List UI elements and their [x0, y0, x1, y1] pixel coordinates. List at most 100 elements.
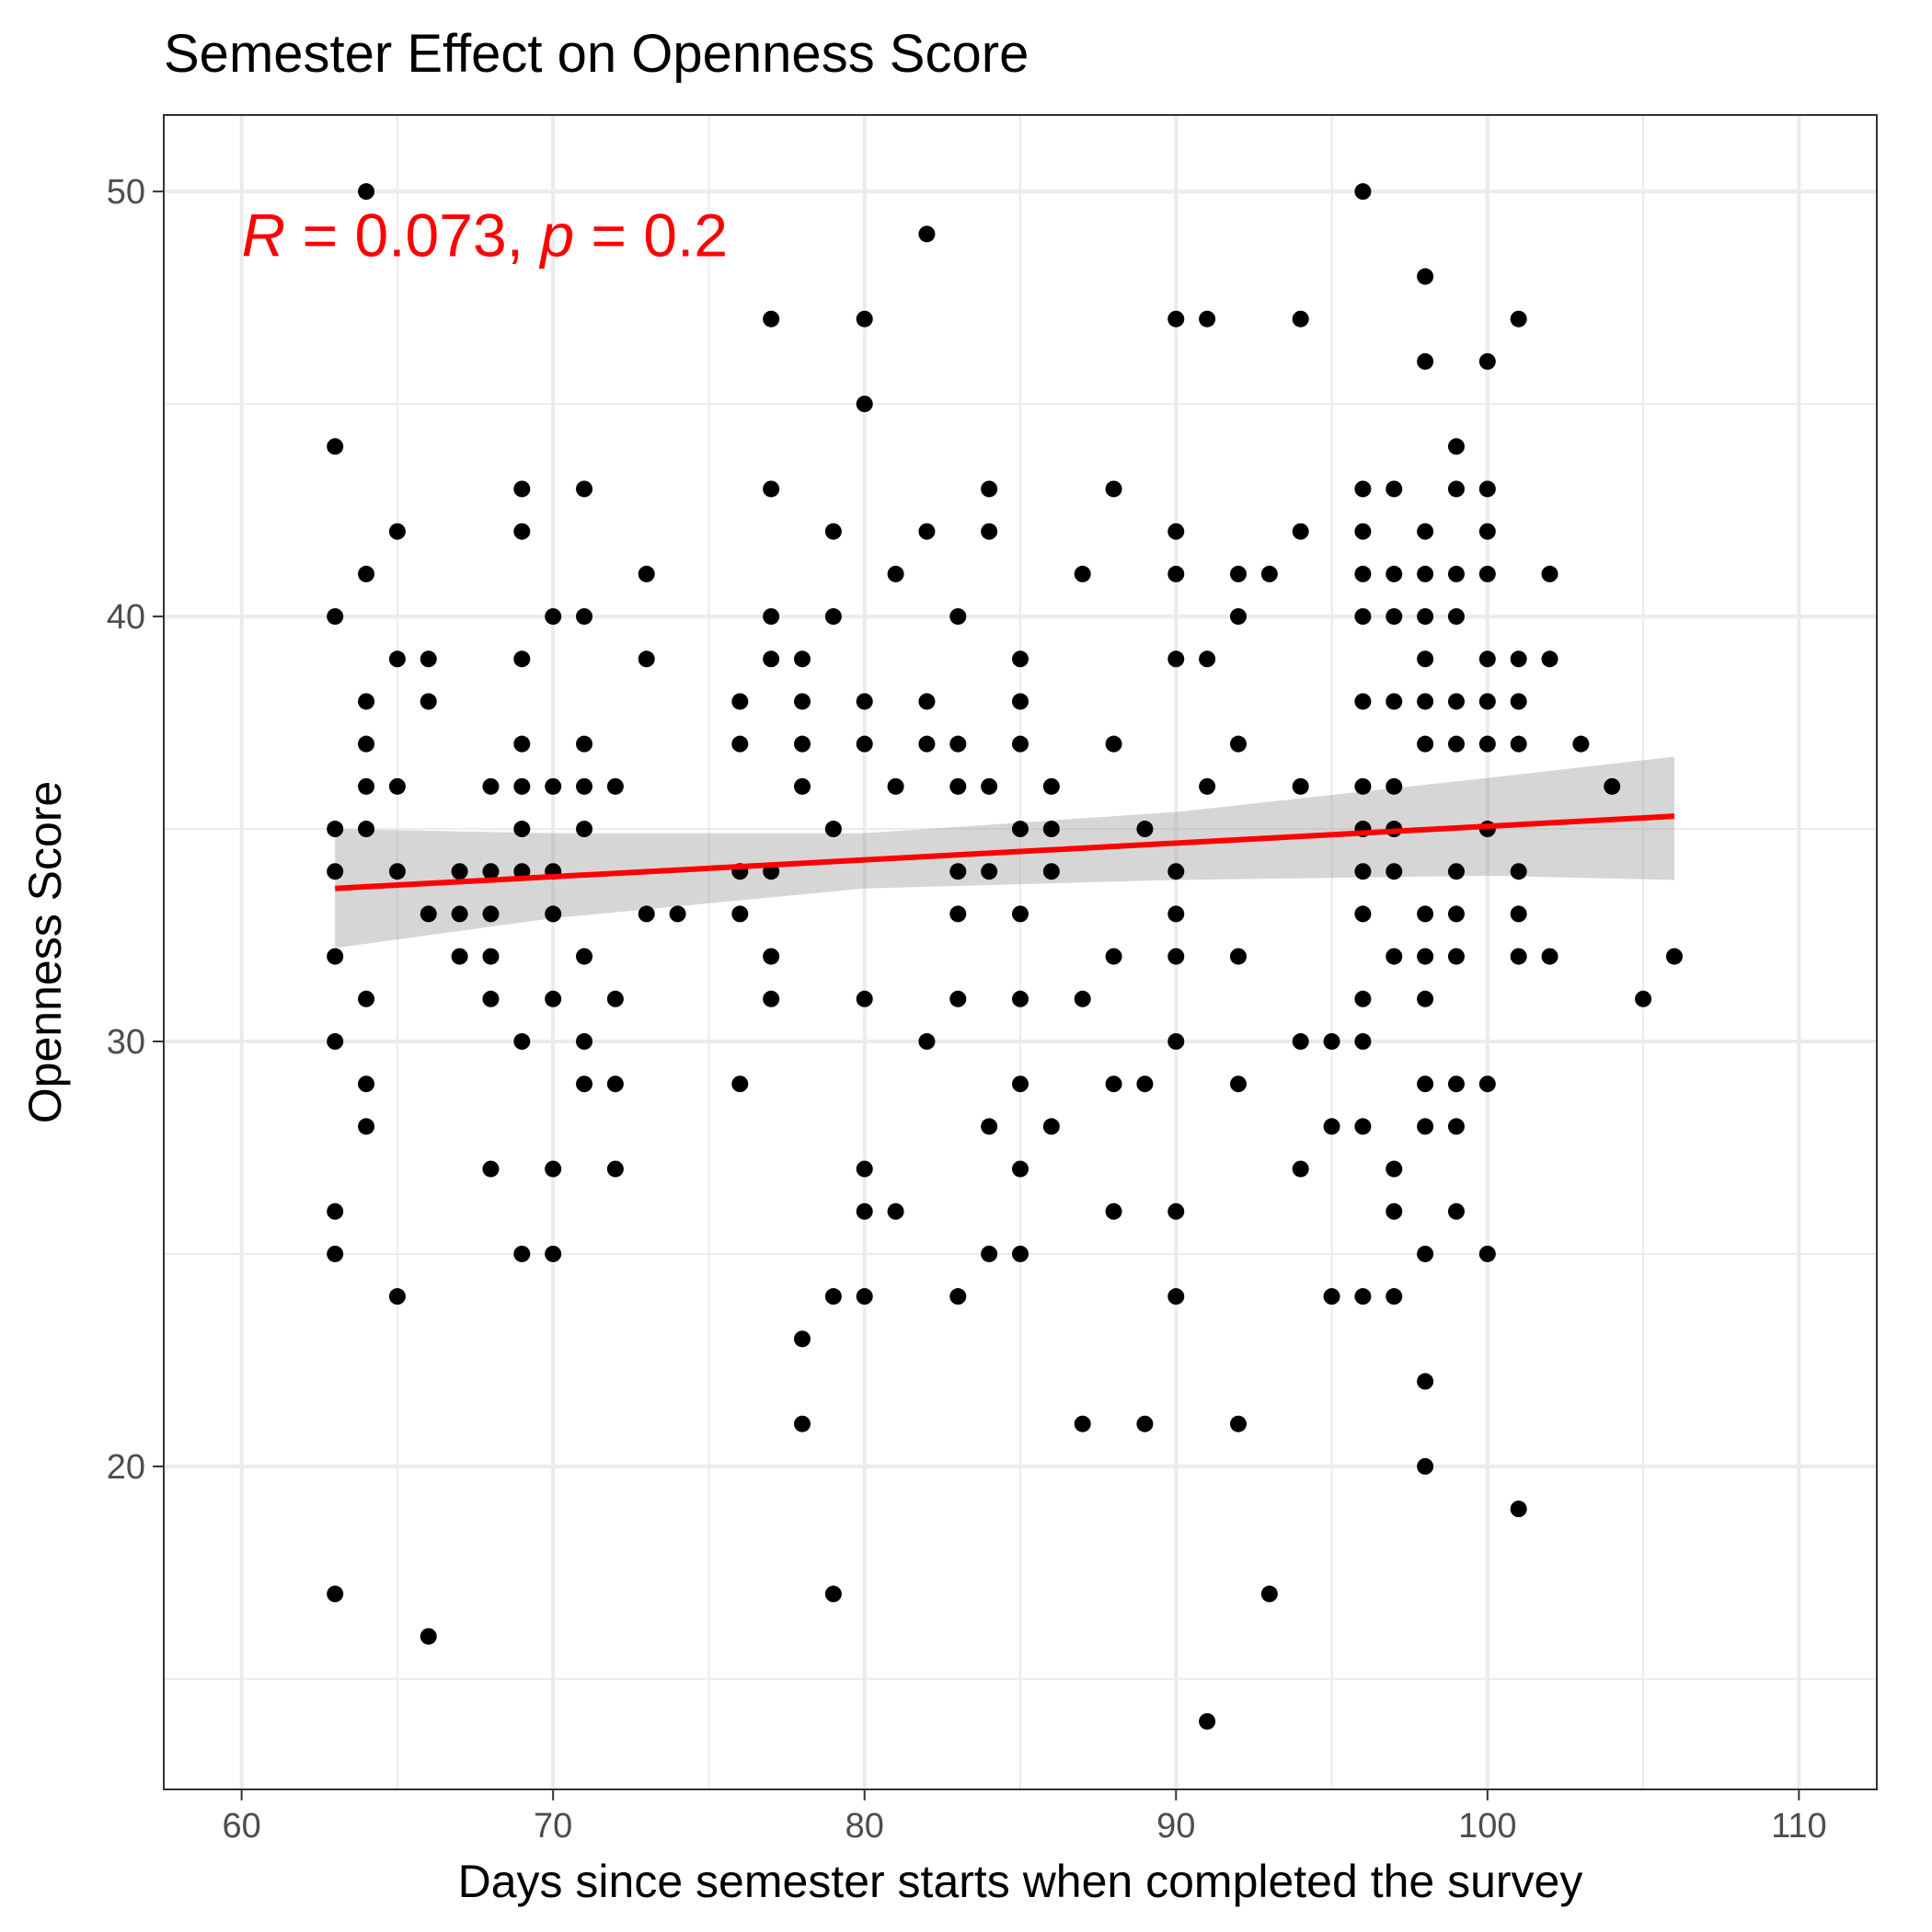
data-point	[388, 1288, 406, 1305]
annotation-p-value: = 0.2	[574, 201, 728, 269]
data-point	[1229, 735, 1247, 753]
x-tick-label: 80	[845, 1807, 884, 1846]
data-point	[1478, 735, 1496, 753]
data-point	[949, 905, 967, 923]
data-point	[949, 863, 967, 880]
data-point	[949, 1288, 967, 1305]
regression-line-layer	[335, 813, 1675, 891]
data-point	[482, 990, 500, 1007]
data-point	[1354, 608, 1372, 626]
data-point	[1447, 438, 1465, 455]
data-point	[731, 693, 749, 710]
data-point	[1386, 565, 1403, 582]
data-point	[1417, 268, 1434, 285]
data-point	[1417, 1373, 1434, 1390]
data-point	[1229, 1075, 1247, 1093]
data-point	[1417, 735, 1434, 753]
data-point	[1167, 523, 1185, 540]
data-point	[1199, 1713, 1216, 1731]
data-point	[1167, 310, 1185, 328]
data-point	[731, 1075, 749, 1093]
data-point	[420, 905, 437, 923]
data-point	[420, 650, 437, 668]
data-point	[327, 608, 344, 626]
y-tick-label: 50	[107, 173, 145, 212]
data-point	[1604, 777, 1621, 795]
data-point	[763, 990, 780, 1007]
data-point	[1447, 480, 1465, 498]
data-point	[327, 821, 344, 838]
data-point	[482, 948, 500, 965]
x-tick-label: 60	[222, 1807, 260, 1846]
data-point	[1012, 1075, 1029, 1093]
data-point	[856, 990, 873, 1007]
data-point	[482, 777, 500, 795]
data-point	[327, 438, 344, 455]
data-point	[1012, 650, 1029, 668]
data-point	[1323, 1288, 1340, 1305]
data-point	[1447, 948, 1465, 965]
data-point	[1478, 693, 1496, 710]
data-point	[1354, 777, 1372, 795]
data-point	[545, 1160, 562, 1178]
data-point	[1635, 990, 1652, 1007]
data-point	[513, 650, 531, 668]
data-point	[576, 735, 593, 753]
data-point	[1478, 352, 1496, 370]
data-point	[1167, 1033, 1185, 1051]
data-point	[1167, 650, 1185, 668]
data-point	[1292, 777, 1309, 795]
data-point	[576, 821, 593, 838]
data-point	[388, 523, 406, 540]
data-point	[1354, 1033, 1372, 1051]
data-point	[1447, 565, 1465, 582]
data-point	[420, 693, 437, 710]
data-point	[1042, 821, 1060, 838]
data-point	[1541, 565, 1558, 582]
data-point	[1510, 693, 1527, 710]
data-point	[1417, 650, 1434, 668]
data-point	[1260, 565, 1278, 582]
data-point	[1354, 990, 1372, 1007]
data-point	[669, 905, 686, 923]
data-point	[824, 608, 842, 626]
data-point	[918, 523, 936, 540]
data-point	[451, 948, 468, 965]
data-point	[638, 565, 655, 582]
data-point	[606, 1160, 624, 1178]
data-point	[327, 1585, 344, 1603]
data-point	[1136, 1075, 1154, 1093]
data-point	[856, 1160, 873, 1178]
data-point	[1354, 693, 1372, 710]
data-point	[1354, 565, 1372, 582]
data-point	[358, 735, 375, 753]
data-point	[949, 990, 967, 1007]
data-point	[576, 608, 593, 626]
data-point	[1229, 948, 1247, 965]
x-tick-label: 70	[534, 1807, 572, 1846]
data-point	[981, 777, 998, 795]
data-point	[358, 1118, 375, 1135]
data-point	[451, 905, 468, 923]
data-point	[918, 225, 936, 243]
data-point	[1417, 1457, 1434, 1475]
data-point	[824, 1585, 842, 1603]
data-point	[763, 310, 780, 328]
x-tick-label: 100	[1458, 1807, 1516, 1846]
data-point	[824, 821, 842, 838]
data-point	[1105, 948, 1122, 965]
data-point	[1012, 693, 1029, 710]
data-point	[638, 650, 655, 668]
data-point	[949, 735, 967, 753]
data-point	[1229, 565, 1247, 582]
minor-gridlines	[164, 115, 1877, 1789]
data-point	[1510, 650, 1527, 668]
data-point	[358, 821, 375, 838]
data-point	[1012, 1245, 1029, 1262]
data-point	[388, 863, 406, 880]
data-point	[545, 608, 562, 626]
data-point	[545, 777, 562, 795]
data-point	[1447, 608, 1465, 626]
data-point	[1167, 565, 1185, 582]
